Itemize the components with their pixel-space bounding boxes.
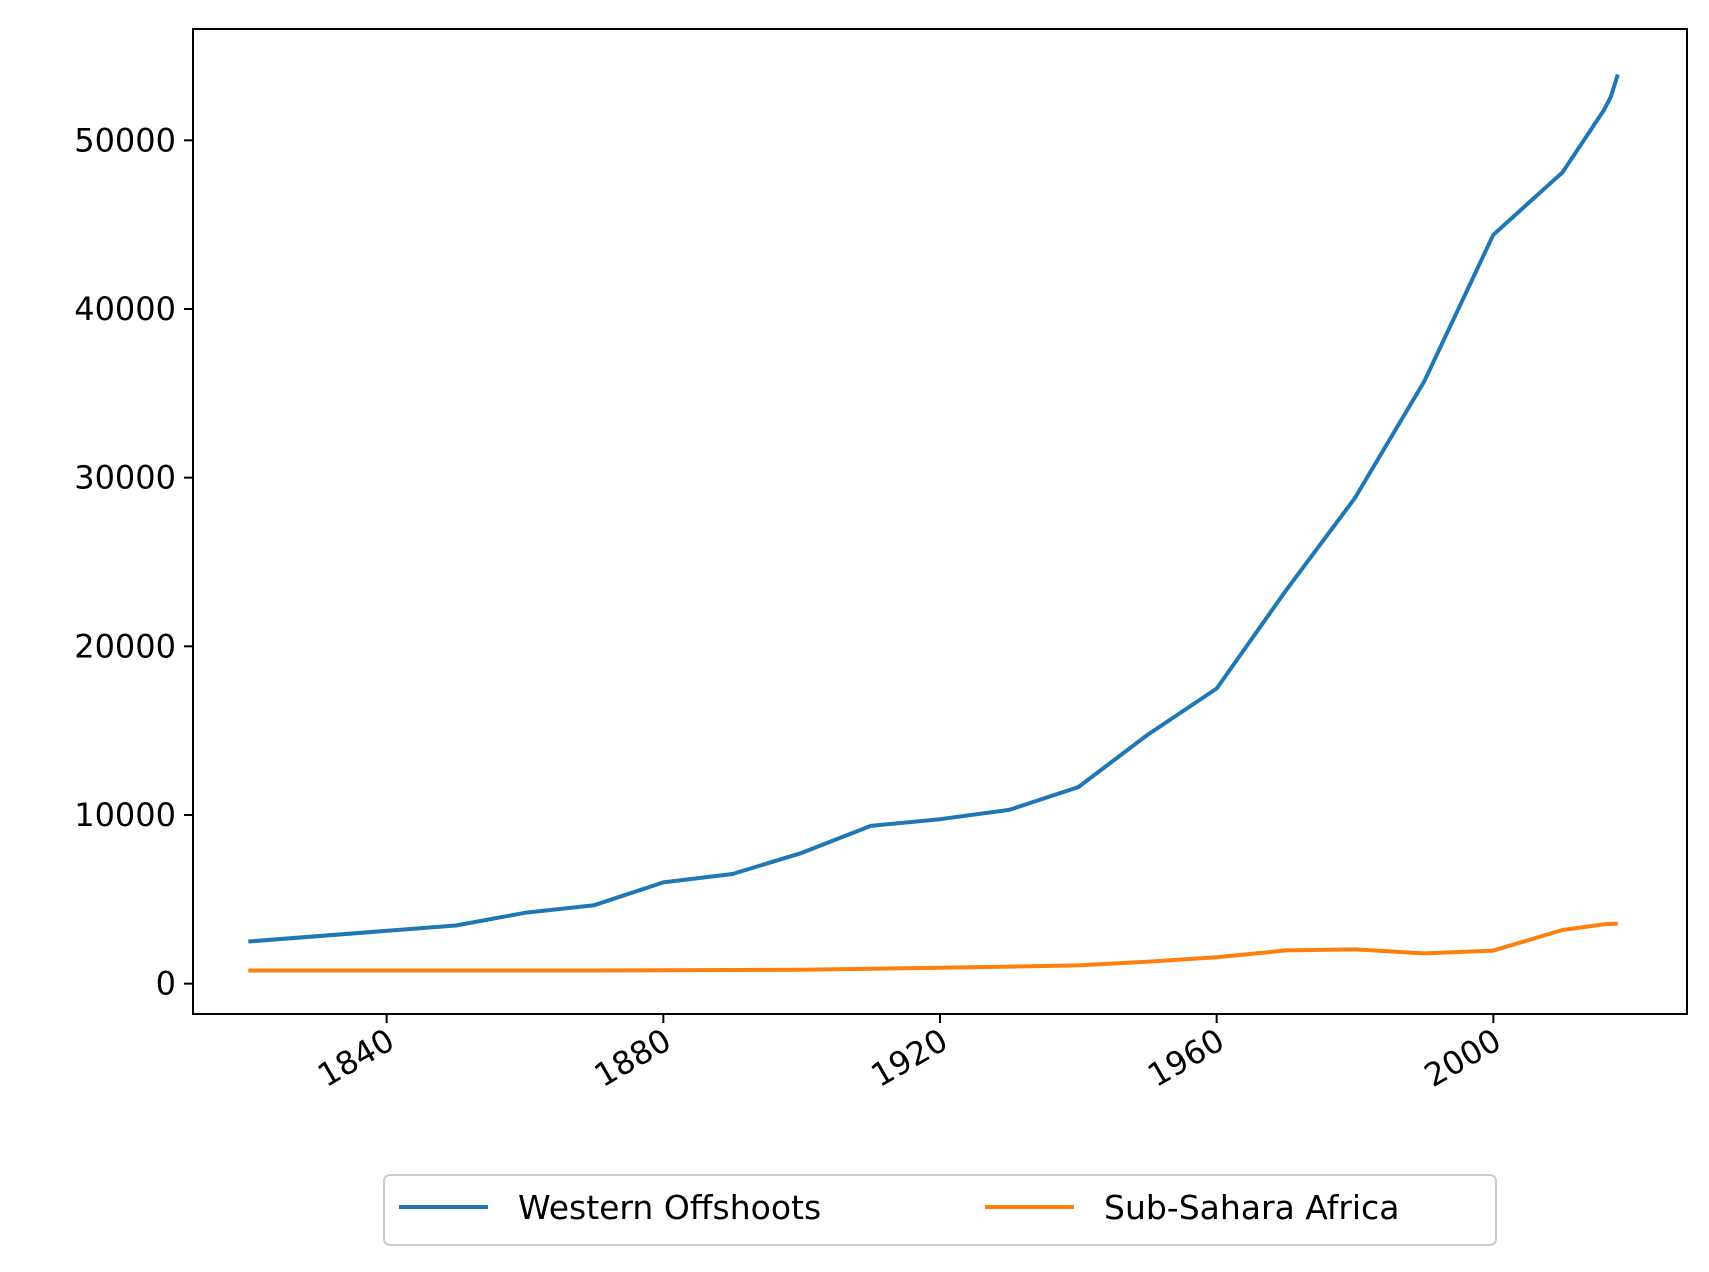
x-axis: 1840 1880 1920 1960 2000 [311,1014,1507,1095]
y-tick-label-4: 40000 [74,290,176,328]
x-tick-label-3: 1960 [1141,1021,1231,1095]
y-tick-label-1: 10000 [74,796,176,834]
series-line-1 [248,921,1618,973]
x-tick-label-0: 1840 [311,1021,401,1095]
legend-label-1: Sub-Sahara Africa [1104,1188,1399,1227]
y-tick-label-2: 20000 [74,627,176,665]
legend: Western Offshoots Sub-Sahara Africa [383,1174,1497,1246]
x-tick-label-1: 1880 [588,1021,678,1095]
plot-frame [192,28,1688,1015]
y-axis: 0 10000 20000 30000 40000 50000 [74,121,193,1003]
series-layer [248,73,1620,973]
legend-box [383,1174,1497,1246]
x-tick-label-4: 2000 [1418,1021,1508,1095]
y-tick-label-3: 30000 [74,459,176,497]
series-line-0 [248,73,1620,944]
y-tick-label-0: 0 [156,965,176,1003]
x-tick-label-2: 1920 [864,1021,954,1095]
legend-label-0: Western Offshoots [518,1188,821,1227]
y-tick-label-5: 50000 [74,121,176,159]
